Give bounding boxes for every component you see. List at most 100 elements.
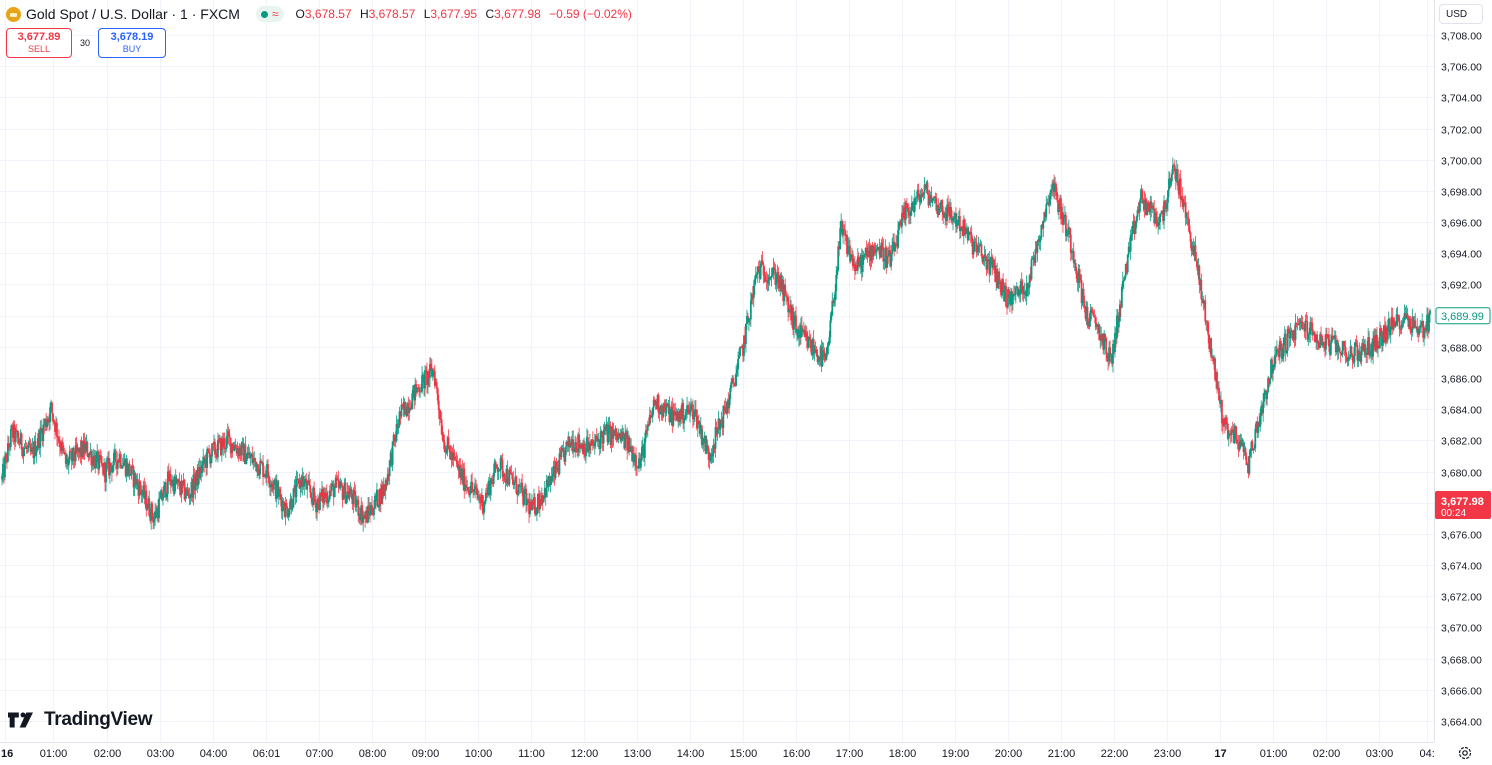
candle-body xyxy=(749,300,752,320)
candle-body xyxy=(772,267,775,275)
buy-button[interactable]: 3,678.19 BUY xyxy=(98,28,166,58)
candle-body xyxy=(923,184,926,194)
candle-body xyxy=(347,491,350,499)
candle-body xyxy=(987,259,990,261)
candle-body xyxy=(1272,364,1274,374)
candle-body xyxy=(377,505,380,508)
candle-body xyxy=(310,492,313,498)
candle-body xyxy=(262,462,264,477)
candle-body xyxy=(828,337,831,345)
candle-body xyxy=(508,469,511,485)
candle-body xyxy=(33,441,36,458)
candle-body xyxy=(1071,251,1074,252)
candle-body xyxy=(1297,324,1300,326)
candle-body xyxy=(286,508,289,517)
tradingview-logo[interactable]: TradingView xyxy=(8,709,153,731)
candle-body xyxy=(53,419,55,423)
candle-body xyxy=(163,486,165,498)
candle-body xyxy=(1257,422,1260,433)
candle-body xyxy=(145,490,148,510)
candle-body xyxy=(995,269,998,282)
candle-body xyxy=(510,473,513,475)
candle-body xyxy=(1057,200,1059,212)
candle-body xyxy=(64,454,67,464)
candle-body xyxy=(710,453,713,457)
candle-body xyxy=(871,245,874,257)
sell-price: 3,677.89 xyxy=(17,31,61,43)
candle-body xyxy=(168,474,171,482)
price-axis[interactable]: 3,708.003,706.003,704.003,702.003,700.00… xyxy=(1441,31,1482,729)
candle-body xyxy=(1226,423,1229,439)
chart-grid xyxy=(0,0,1434,742)
candle-body xyxy=(132,466,135,488)
candle-body xyxy=(418,388,421,393)
candle-body xyxy=(1066,231,1069,235)
candle-body xyxy=(275,481,278,499)
candle-body xyxy=(1381,332,1383,346)
candle-body xyxy=(861,257,864,273)
candle-body xyxy=(705,444,708,454)
candle-body xyxy=(1194,245,1197,261)
candle-body xyxy=(914,198,917,200)
candle-body xyxy=(7,443,10,448)
candle-body xyxy=(404,401,407,415)
currency-button[interactable]: USD xyxy=(1439,4,1483,24)
candle-body xyxy=(6,454,8,462)
candle-body xyxy=(224,448,227,449)
candle-body xyxy=(730,382,733,388)
candle-body xyxy=(20,433,23,450)
candle-body xyxy=(674,412,677,416)
candle-body xyxy=(446,437,449,449)
candle-body xyxy=(203,457,206,464)
candle-body xyxy=(1413,320,1416,328)
candle-body xyxy=(559,453,562,458)
candle-body xyxy=(451,451,454,461)
candle-body xyxy=(435,382,438,389)
candle-body xyxy=(1411,316,1414,333)
time-axis[interactable]: 16 01:00 02:00 03:00 04:00 06:01 07:00 08:00 09:… xyxy=(1,748,1435,760)
candle-body xyxy=(706,444,709,449)
candle-body xyxy=(839,228,842,250)
candle-body xyxy=(1295,322,1298,324)
candle-body xyxy=(254,458,257,462)
candle-body xyxy=(1210,338,1213,358)
candle-body xyxy=(1334,335,1337,353)
candle-body xyxy=(102,463,104,475)
candle-body xyxy=(1094,317,1097,324)
candle-body xyxy=(1360,346,1363,362)
candle-body xyxy=(1064,215,1067,237)
candle-body xyxy=(395,424,398,442)
candle-body xyxy=(629,446,632,452)
candle-body xyxy=(1275,355,1277,356)
candle-body xyxy=(614,428,617,436)
candle-body xyxy=(212,443,214,445)
price-tick-label: 3,666.00 xyxy=(1441,686,1482,698)
candle-body xyxy=(1218,387,1220,401)
symbol-title[interactable]: Gold Spot / U.S. Dollar · 1 · FXCM xyxy=(26,6,240,22)
candle-body xyxy=(399,411,402,417)
candle-body xyxy=(504,479,507,483)
price-tick-label: 3,702.00 xyxy=(1441,125,1482,137)
candle-body xyxy=(1113,344,1115,353)
candle-body xyxy=(1188,225,1191,233)
candle-body xyxy=(11,425,14,438)
candle-body xyxy=(748,318,751,320)
gear-icon[interactable] xyxy=(1457,745,1473,761)
candle-body xyxy=(475,486,477,488)
candle-body xyxy=(801,331,804,333)
candle-body xyxy=(881,242,884,248)
candle-body xyxy=(575,442,578,450)
market-status[interactable]: ≈ xyxy=(255,6,284,22)
candle-body xyxy=(1073,262,1076,264)
candle-body xyxy=(1156,219,1159,226)
candle-body xyxy=(1265,390,1267,400)
candle-body xyxy=(630,446,633,448)
candle-body xyxy=(284,502,287,517)
candle-body xyxy=(490,478,493,482)
candle-body xyxy=(692,404,694,420)
candle-body xyxy=(1109,347,1111,357)
sell-button[interactable]: 3,677.89 SELL xyxy=(6,28,72,58)
candle-body xyxy=(937,205,940,215)
candle-body xyxy=(648,415,651,425)
